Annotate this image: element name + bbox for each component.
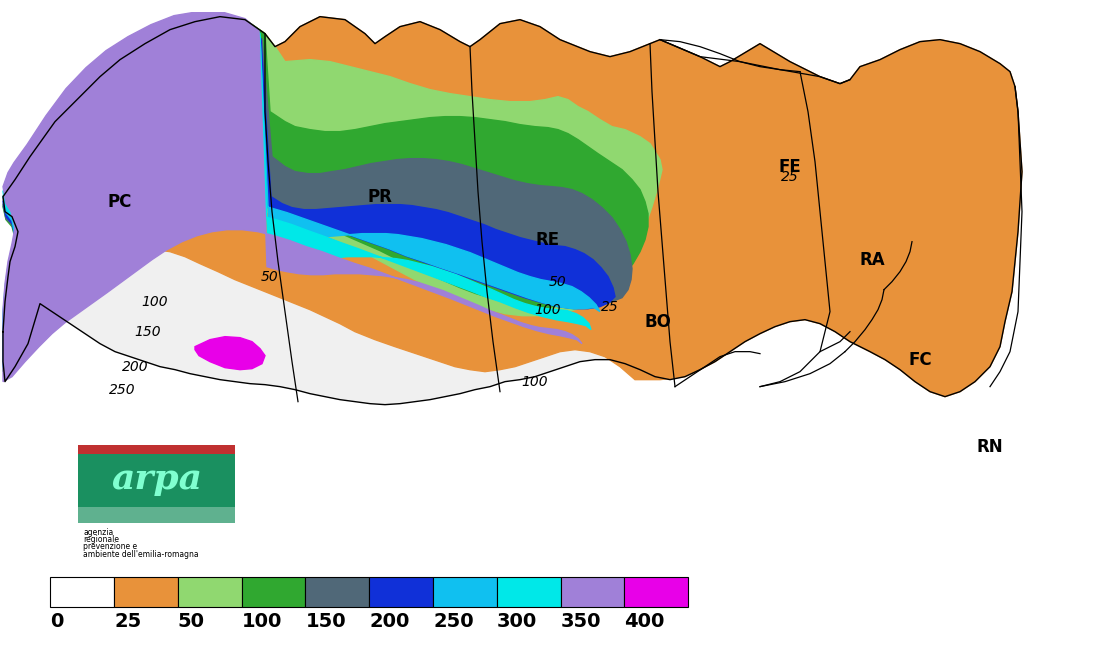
Text: 100: 100 — [535, 303, 562, 316]
Bar — [178, 577, 242, 607]
Polygon shape — [78, 507, 235, 523]
Bar — [50, 577, 114, 607]
Text: PR: PR — [367, 187, 393, 206]
Bar — [624, 577, 688, 607]
Text: 25: 25 — [601, 299, 619, 314]
Bar — [497, 577, 561, 607]
Text: 50: 50 — [261, 270, 279, 284]
Text: arpa: arpa — [111, 462, 203, 496]
Text: 25: 25 — [114, 612, 141, 631]
Text: 100: 100 — [242, 612, 282, 631]
Bar — [433, 577, 497, 607]
Bar — [305, 577, 369, 607]
Text: 250: 250 — [109, 383, 135, 397]
Polygon shape — [3, 16, 648, 371]
Polygon shape — [3, 14, 591, 367]
Text: FC: FC — [909, 350, 932, 369]
Polygon shape — [3, 16, 615, 367]
Text: 0: 0 — [50, 612, 64, 631]
Text: 100: 100 — [142, 295, 168, 309]
Bar — [242, 577, 305, 607]
Text: agenzia: agenzia — [83, 528, 113, 537]
Polygon shape — [195, 337, 265, 369]
Text: 50: 50 — [549, 274, 567, 289]
Text: RE: RE — [536, 231, 561, 249]
Text: RN: RN — [977, 438, 1004, 456]
Polygon shape — [78, 451, 235, 523]
Text: 200: 200 — [369, 612, 410, 631]
Polygon shape — [3, 16, 600, 367]
Polygon shape — [3, 16, 1022, 397]
Text: 200: 200 — [122, 360, 149, 373]
Text: 250: 250 — [433, 612, 473, 631]
Text: BO: BO — [645, 312, 671, 331]
Text: prevenzione e: prevenzione e — [83, 542, 138, 552]
Text: 150: 150 — [134, 325, 161, 339]
Bar — [561, 577, 624, 607]
Text: FE: FE — [779, 158, 801, 176]
Polygon shape — [3, 16, 632, 367]
Text: 150: 150 — [305, 612, 346, 631]
Text: 25: 25 — [781, 170, 799, 183]
Text: 300: 300 — [497, 612, 537, 631]
Text: ambiente dell'emilia-romagna: ambiente dell'emilia-romagna — [83, 550, 199, 559]
Text: PC: PC — [107, 193, 132, 211]
Text: 50: 50 — [178, 612, 205, 631]
Polygon shape — [3, 16, 1022, 405]
Text: RA: RA — [859, 251, 885, 269]
Bar — [369, 577, 433, 607]
Polygon shape — [3, 16, 662, 371]
Polygon shape — [78, 445, 235, 455]
Text: regionale: regionale — [83, 535, 119, 544]
Text: 400: 400 — [624, 612, 665, 631]
Text: 350: 350 — [561, 612, 601, 631]
Bar — [114, 577, 178, 607]
Polygon shape — [3, 12, 582, 382]
Text: 100: 100 — [521, 375, 548, 388]
